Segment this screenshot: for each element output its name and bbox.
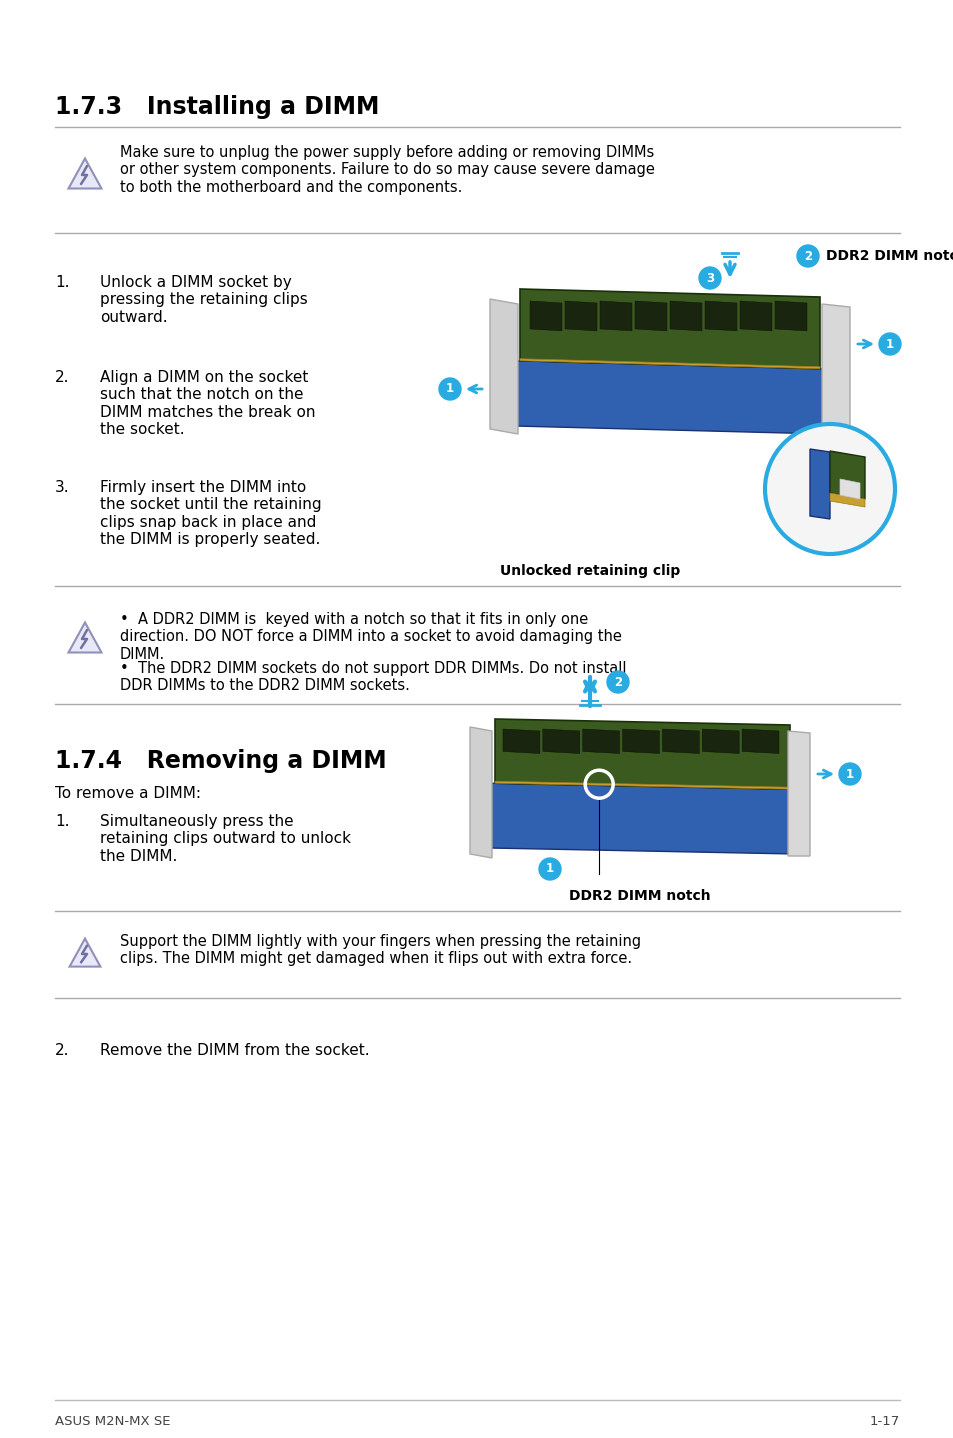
- Text: ASUS M2N-MX SE: ASUS M2N-MX SE: [55, 1415, 171, 1428]
- Text: Remove the DIMM from the socket.: Remove the DIMM from the socket.: [100, 1043, 369, 1058]
- Text: 1.7.3   Installing a DIMM: 1.7.3 Installing a DIMM: [55, 95, 379, 119]
- Polygon shape: [741, 729, 779, 754]
- Text: 1: 1: [885, 338, 893, 351]
- Polygon shape: [69, 623, 101, 653]
- Polygon shape: [530, 301, 561, 331]
- Text: Unlock a DIMM socket by
pressing the retaining clips
outward.: Unlock a DIMM socket by pressing the ret…: [100, 275, 308, 325]
- Text: Unlocked retaining clip: Unlocked retaining clip: [499, 564, 679, 578]
- Circle shape: [438, 378, 460, 400]
- Text: 3.: 3.: [55, 480, 70, 495]
- Polygon shape: [635, 301, 666, 331]
- Polygon shape: [774, 301, 806, 331]
- Text: •  The DDR2 DIMM sockets do not support DDR DIMMs. Do not install
DDR DIMMs to t: • The DDR2 DIMM sockets do not support D…: [120, 661, 626, 693]
- Polygon shape: [622, 729, 659, 754]
- Polygon shape: [519, 289, 820, 368]
- Text: 2.: 2.: [55, 370, 70, 385]
- Polygon shape: [809, 449, 829, 519]
- Text: 1.: 1.: [55, 275, 70, 290]
- Text: Align a DIMM on the socket
such that the notch on the
DIMM matches the break on
: Align a DIMM on the socket such that the…: [100, 370, 315, 437]
- Polygon shape: [495, 781, 789, 789]
- Polygon shape: [829, 452, 864, 499]
- Text: 1: 1: [445, 383, 454, 395]
- Circle shape: [838, 764, 861, 785]
- Polygon shape: [519, 358, 820, 368]
- Text: 1.: 1.: [55, 814, 70, 828]
- Text: Simultaneously press the
retaining clips outward to unlock
the DIMM.: Simultaneously press the retaining clips…: [100, 814, 351, 864]
- Text: 1.7.4   Removing a DIMM: 1.7.4 Removing a DIMM: [55, 749, 386, 774]
- Text: DDR2 DIMM notch: DDR2 DIMM notch: [825, 249, 953, 263]
- Polygon shape: [490, 784, 794, 854]
- Polygon shape: [564, 301, 597, 331]
- Text: 3: 3: [705, 272, 713, 285]
- Text: Make sure to unplug the power supply before adding or removing DIMMs
or other sy: Make sure to unplug the power supply bef…: [120, 145, 654, 194]
- Circle shape: [538, 858, 560, 880]
- Polygon shape: [582, 729, 618, 754]
- Text: 1: 1: [545, 863, 554, 876]
- Polygon shape: [829, 493, 864, 508]
- Text: 1: 1: [845, 768, 853, 781]
- Text: Firmly insert the DIMM into
the socket until the retaining
clips snap back in pl: Firmly insert the DIMM into the socket u…: [100, 480, 321, 548]
- Polygon shape: [661, 729, 699, 754]
- Polygon shape: [69, 158, 101, 188]
- Text: 1-17: 1-17: [869, 1415, 899, 1428]
- Polygon shape: [787, 731, 809, 856]
- Polygon shape: [490, 299, 517, 434]
- Polygon shape: [515, 361, 824, 434]
- Polygon shape: [495, 719, 789, 789]
- Polygon shape: [502, 729, 539, 754]
- Circle shape: [764, 424, 894, 554]
- Polygon shape: [821, 303, 849, 434]
- Text: To remove a DIMM:: To remove a DIMM:: [55, 787, 201, 801]
- Polygon shape: [840, 479, 859, 499]
- Text: 2: 2: [614, 676, 621, 689]
- Polygon shape: [701, 729, 739, 754]
- Circle shape: [878, 334, 900, 355]
- Circle shape: [699, 267, 720, 289]
- Circle shape: [796, 244, 818, 267]
- Polygon shape: [542, 729, 579, 754]
- Polygon shape: [599, 301, 631, 331]
- Polygon shape: [470, 728, 492, 858]
- Text: 2: 2: [803, 250, 811, 263]
- Text: Support the DIMM lightly with your fingers when pressing the retaining
clips. Th: Support the DIMM lightly with your finge…: [120, 935, 640, 966]
- Text: 2.: 2.: [55, 1043, 70, 1058]
- Polygon shape: [740, 301, 771, 331]
- Text: •  A DDR2 DIMM is  keyed with a notch so that it fits in only one
direction. DO : • A DDR2 DIMM is keyed with a notch so t…: [120, 613, 621, 661]
- Polygon shape: [70, 939, 100, 966]
- Circle shape: [606, 672, 628, 693]
- Polygon shape: [704, 301, 737, 331]
- Text: DDR2 DIMM notch: DDR2 DIMM notch: [569, 889, 710, 903]
- Polygon shape: [669, 301, 701, 331]
